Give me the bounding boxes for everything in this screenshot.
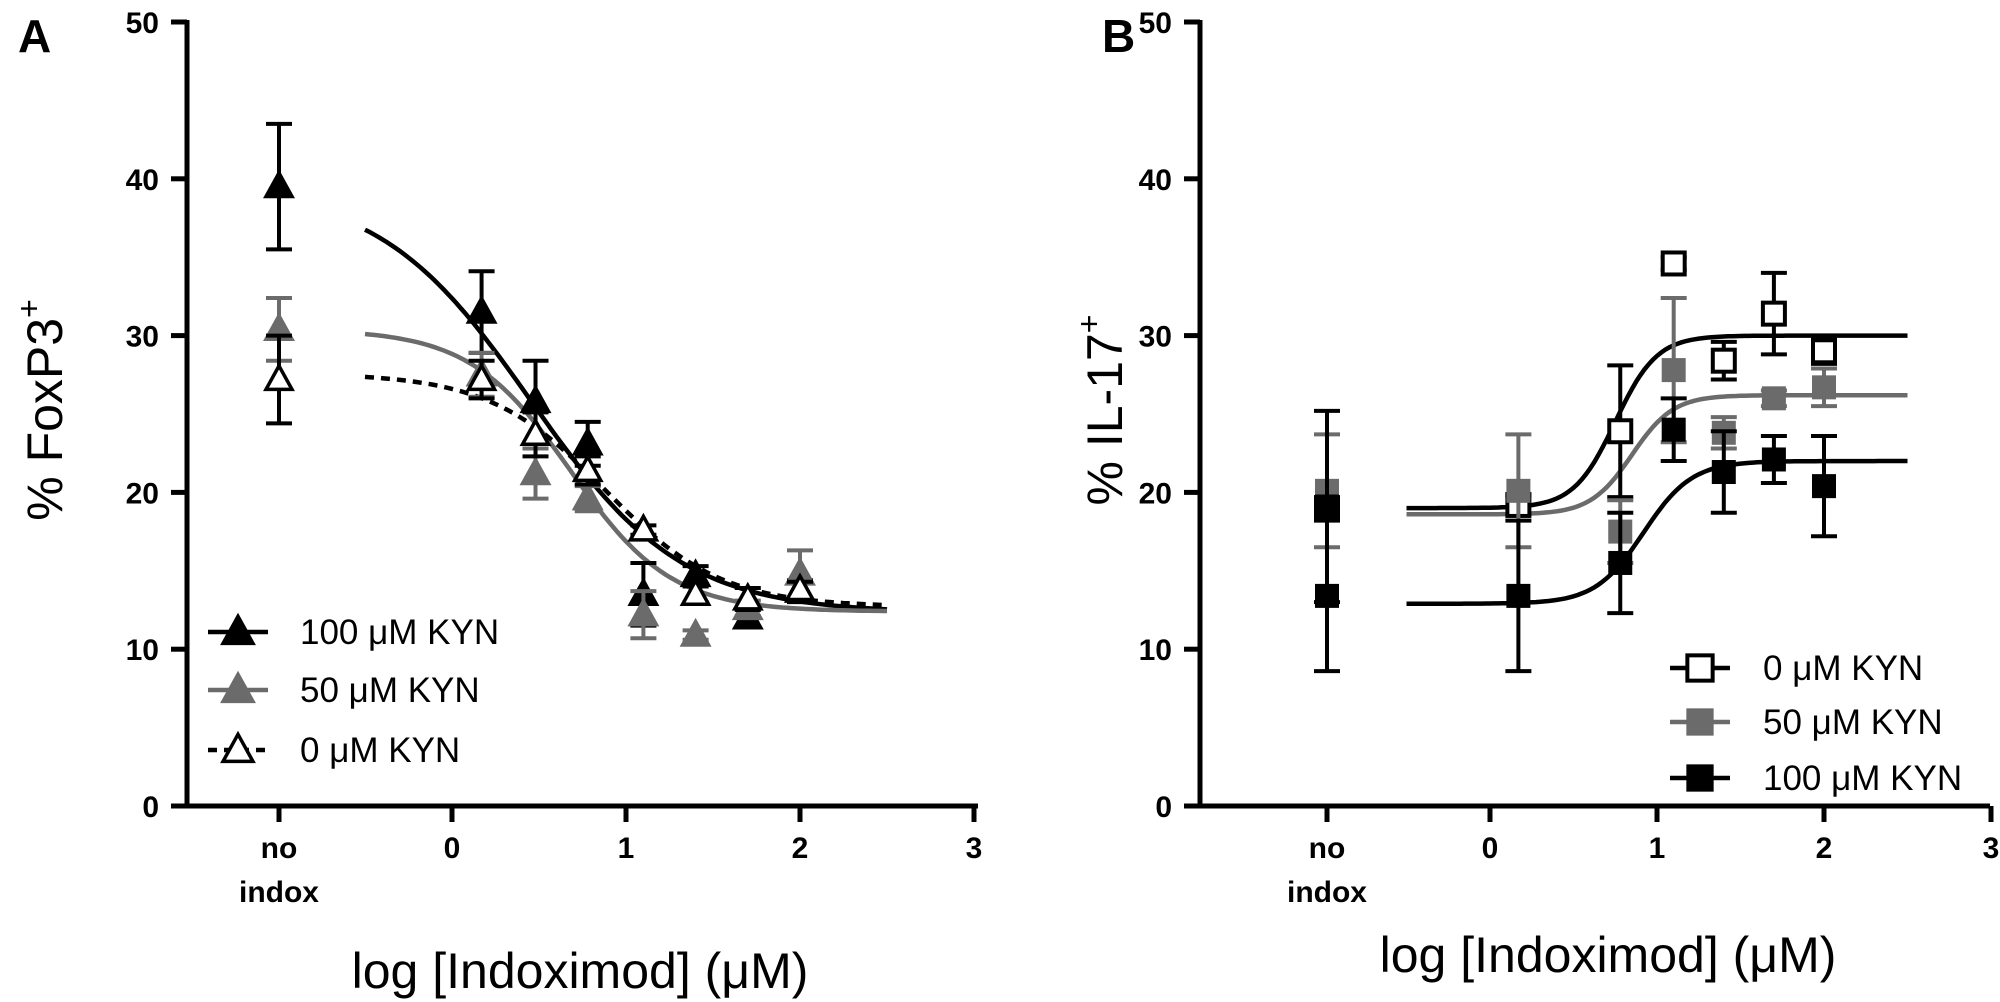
- panel-a-ylabel-main: % FoxP3: [17, 318, 73, 521]
- legend-marker: [220, 612, 256, 646]
- panel-a-data-point: [519, 456, 552, 486]
- panel-a-ytick-label: 10: [126, 634, 159, 667]
- legend-label: 0 μM KYN: [1763, 649, 1923, 688]
- panel-a-noindox-point: [263, 362, 295, 392]
- panel-b-label: B: [1102, 10, 1135, 62]
- legend-marker: [1686, 764, 1714, 792]
- panel-b-data-point: [1506, 478, 1531, 503]
- panel-b-ylabel-main: % IL-17: [1077, 333, 1133, 505]
- panel-b-ylabel-sup: +: [1071, 314, 1107, 333]
- panel-a-data-point: [679, 577, 712, 606]
- panel-a-xlabel: log [Indoximod] (μM): [352, 943, 809, 999]
- panel-a-data-point: [571, 426, 604, 456]
- legend-marker: [1685, 653, 1715, 683]
- panel-a-data-point: [627, 597, 660, 627]
- panel-a-fit-curve-2: [364, 374, 888, 608]
- panel-b-data-point: [1812, 474, 1836, 499]
- panel-a-xtick-label: 2: [792, 832, 809, 865]
- panel-b-ytick-label: 30: [1139, 321, 1172, 354]
- panel-b-data-point: [1661, 417, 1686, 442]
- panel-a-ylabel-sup: +: [11, 299, 47, 318]
- panel-b-data-point: [1761, 447, 1786, 472]
- panel-b-data-point: [1506, 583, 1531, 608]
- panel-b-ylabel: % IL-17+: [1071, 314, 1133, 505]
- legend-label: 100 μM KYN: [1763, 759, 1962, 798]
- panel-a-data-point: [465, 294, 498, 324]
- panel-a-plot: 0 10 20 30 40 50 0 1 2 3 no indox 100 μM KYN 50 μM KY…: [126, 7, 983, 909]
- panel-a-noindox-point: [263, 169, 295, 199]
- panel-b-xtick-label: 3: [1983, 832, 2000, 865]
- panel-b-data-point: [1608, 550, 1633, 575]
- panel-b-data-point: [1607, 418, 1634, 445]
- legend-marker: [220, 670, 256, 704]
- legend-label: 50 μM KYN: [300, 671, 480, 710]
- panel-a-label: A: [18, 10, 51, 62]
- panel-a-xtick-label: 3: [966, 832, 983, 865]
- panel-a-xtick-label: 1: [618, 832, 635, 865]
- panel-a-noindox-label: no: [261, 832, 298, 865]
- panel-b-ytick-label: 0: [1155, 791, 1172, 824]
- legend-label: 50 μM KYN: [1763, 703, 1943, 742]
- panel-a-ytick-label: 20: [126, 477, 159, 510]
- panel-a-noindox-label: indox: [239, 876, 319, 909]
- panel-a-data-point: [519, 417, 552, 447]
- panel-b-data-point: [1710, 347, 1737, 374]
- legend-label: 0 μM KYN: [300, 731, 460, 770]
- panel-a-data-point: [627, 512, 660, 542]
- panel-b-noindox-point: [1315, 494, 1339, 519]
- panel-a-fit-curve-0: [363, 227, 888, 612]
- panel-b-xtick-label: 2: [1816, 832, 1833, 865]
- panel-b-ytick-label: 50: [1139, 7, 1172, 40]
- panel-a-ytick-label: 50: [126, 7, 159, 40]
- panel-b-legend: 0 μM KYN 50 μM KYN 100 μM KYN: [1670, 649, 1962, 798]
- panel-a-data-point: [731, 581, 764, 611]
- panel-b-data-point: [1761, 386, 1786, 411]
- panel-b-noindox-label: no: [1309, 832, 1346, 865]
- legend-marker: [1686, 708, 1714, 736]
- panel-a-fit-curve-1: [364, 331, 887, 614]
- legend-marker: [220, 730, 256, 764]
- svg-text:% FoxP3+: % FoxP3+: [11, 299, 73, 521]
- panel-a-ytick-label: 40: [126, 164, 159, 197]
- panel-a-ytick-label: 30: [126, 321, 159, 354]
- panel-b-xtick-label: 0: [1482, 832, 1499, 865]
- panel-b-data-point: [1661, 358, 1686, 383]
- panel-b-data-point: [1812, 375, 1836, 400]
- panel-b-data-point: [1660, 250, 1687, 277]
- panel-a-legend: 100 μM KYN 50 μM KYN 0 μM KYN: [208, 612, 499, 770]
- panel-b-ytick-label: 40: [1139, 164, 1172, 197]
- panel-b-data-point: [1811, 338, 1837, 365]
- panel-a-data-point: [679, 617, 712, 647]
- panel-b-fit-curve-0: [1406, 333, 1908, 511]
- panel-b-plot: 0 10 20 30 40 50 0 1 2 3 no indox 0 μM KYN 50 μM KYN 1…: [1139, 7, 2000, 909]
- panel-a-xtick-label: 0: [444, 832, 461, 865]
- panel-b-data-point: [1760, 300, 1787, 327]
- panel-a-ylabel: % FoxP3+: [11, 299, 73, 521]
- panel-a-data-point: [465, 362, 498, 392]
- panel-b-ytick-label: 10: [1139, 634, 1172, 667]
- panel-a-data-point: [571, 453, 604, 483]
- panel-b-data-point: [1711, 460, 1736, 485]
- panel-a-data-point: [784, 572, 816, 602]
- panel-a-data-point: [571, 481, 604, 511]
- svg-text:% IL-17+: % IL-17+: [1071, 314, 1133, 505]
- panel-a-ytick-label: 0: [142, 791, 159, 824]
- panel-b-xtick-label: 1: [1649, 832, 1666, 865]
- panel-b-ytick-label: 20: [1139, 477, 1172, 510]
- panel-b-noindox-label: indox: [1287, 876, 1367, 909]
- legend-label: 100 μM KYN: [300, 613, 499, 652]
- panel-b-xlabel: log [Indoximod] (μM): [1380, 927, 1837, 983]
